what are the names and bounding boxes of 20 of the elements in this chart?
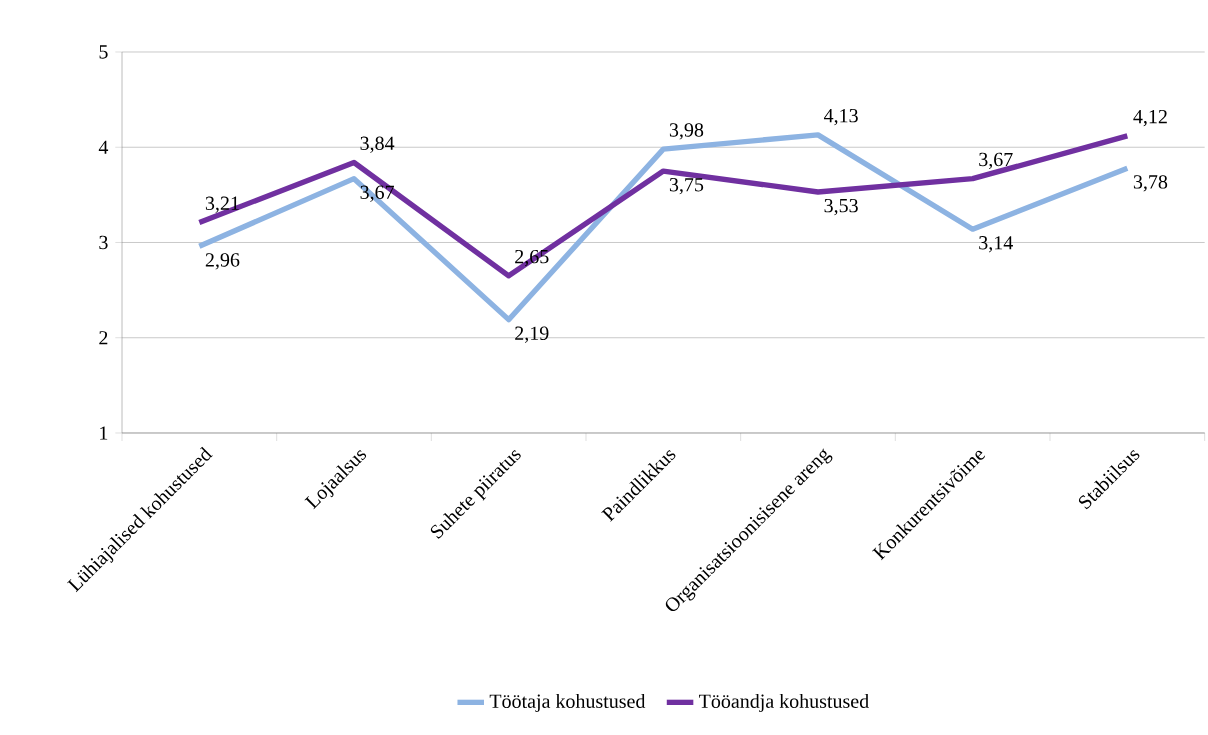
data-label: 4,13 [823,108,858,126]
y-tick-label: 1 [100,426,108,440]
y-tick-label: 4 [98,140,109,154]
data-label: 3,84 [360,136,395,153]
data-label: 3,67 [360,185,395,202]
y-tick-label: 3 [99,235,108,250]
y-tick-label: 5 [99,45,108,59]
data-label: 3,75 [669,178,704,195]
data-label: 3,53 [824,198,858,216]
data-label: 3,78 [1133,175,1168,192]
legend-label: Töötaja kohustused [489,693,646,713]
data-label: 3,98 [669,123,704,140]
data-label: 2,96 [205,253,240,270]
data-label: 3,67 [979,152,1013,170]
data-label: 2,19 [515,326,549,343]
y-tick-label: 2 [99,331,108,345]
legend-label: Tööandja kohustused [699,693,869,713]
data-label: 3,14 [979,236,1013,253]
data-label: 3,21 [205,196,239,213]
data-label: 4,12 [1133,109,1167,127]
